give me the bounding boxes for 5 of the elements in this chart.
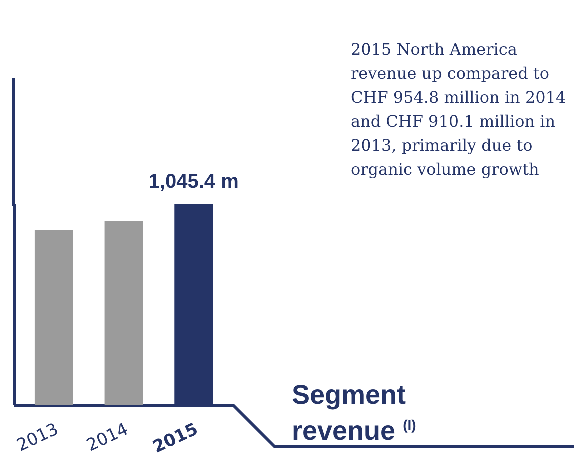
text: 2015 North America revenue up compared to CHF 954.8 million in 2014 and CHF 910.1 million in 2013, primarily due to organic volume growth [351, 39, 568, 181]
data-label: 1,045.4 m [148, 171, 239, 193]
text: Segment revenue $^{(I)}$ [292, 380, 418, 446]
x-tick-label: 2014 [84, 420, 132, 456]
x-tick-label: 2013 [14, 420, 62, 456]
